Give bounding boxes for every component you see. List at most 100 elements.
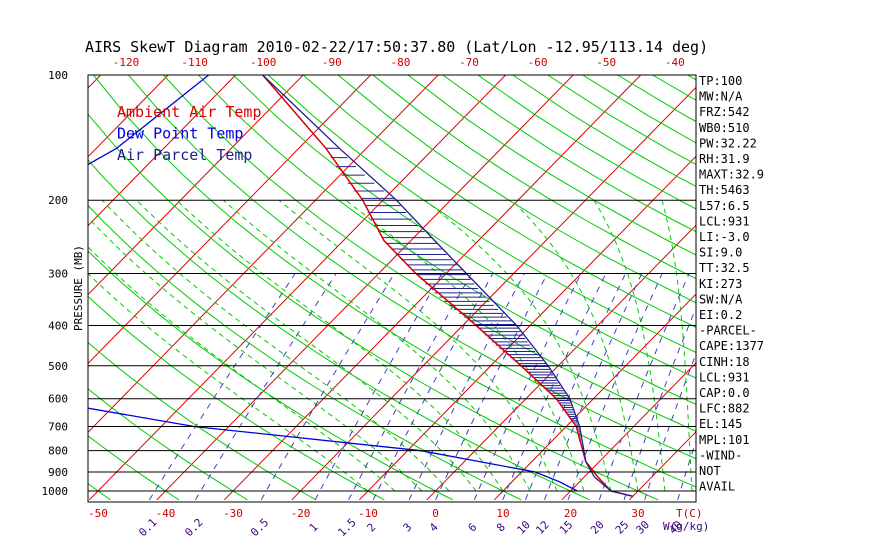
dry-adiabat-line bbox=[88, 435, 180, 501]
stat-item: NOT bbox=[699, 464, 721, 478]
stat-item: WB0:510 bbox=[699, 121, 750, 135]
isotherm-line bbox=[88, 75, 304, 296]
isotherm-line bbox=[494, 293, 696, 501]
mixing-ratio-line bbox=[598, 273, 690, 500]
isotherm-line bbox=[561, 362, 696, 501]
dry-adiabat-line bbox=[88, 204, 522, 501]
isotherm-line bbox=[88, 75, 102, 89]
mixing-ratio-line bbox=[543, 273, 643, 500]
stat-item: KI:273 bbox=[699, 277, 742, 291]
pressure-tick-label: 600 bbox=[48, 393, 68, 406]
stat-item: -PARCEL- bbox=[699, 324, 757, 338]
pressure-tick-label: 900 bbox=[48, 466, 68, 479]
legend: Ambient Air Temp Dew Point Temp Air Parcel… bbox=[117, 103, 262, 164]
stat-item: LI:-3.0 bbox=[699, 230, 750, 244]
mixing-ratio-tick: 1 bbox=[307, 521, 321, 535]
mixing-ratio-line bbox=[502, 273, 607, 500]
stat-item: CINH:18 bbox=[699, 355, 750, 369]
plot-frame bbox=[87, 74, 697, 503]
temp-tick-bottom: -20 bbox=[291, 507, 311, 520]
stat-item: MW:N/A bbox=[699, 90, 743, 104]
moist-adiabat-line bbox=[176, 199, 504, 492]
temp-tick-bottom: 0 bbox=[432, 507, 439, 520]
isotherm-line bbox=[426, 224, 696, 501]
dry-adiabat-line bbox=[792, 75, 870, 500]
isotherm-line bbox=[764, 66, 870, 500]
temp-tick-top: -70 bbox=[459, 56, 479, 69]
mixing-ratio-tick: 0.5 bbox=[248, 516, 271, 539]
stat-item: LFC:882 bbox=[699, 402, 750, 416]
mixing-ratio-tick: 20 bbox=[588, 518, 607, 537]
stat-item: CAPE:1377 bbox=[699, 339, 764, 353]
mixing-ratio-tick: 1.5 bbox=[335, 516, 358, 539]
isotherm-line bbox=[629, 431, 696, 501]
moist-adiabat-line bbox=[345, 199, 585, 492]
temp-tick-bottom: 30 bbox=[631, 507, 644, 520]
pressure-tick-label: 500 bbox=[48, 360, 68, 373]
stat-item: -WIND- bbox=[699, 448, 742, 462]
dry-adiabat-line bbox=[93, 75, 696, 488]
mixing-ratio-line bbox=[314, 273, 443, 501]
stat-item: PW:32.22 bbox=[699, 136, 757, 150]
mixing-ratio-tick: 25 bbox=[613, 518, 632, 537]
mixing-ratio-line bbox=[435, 273, 548, 501]
stat-item: EL:145 bbox=[699, 417, 742, 431]
temp-tick-bottom: -50 bbox=[88, 507, 108, 520]
temp-tick-top: -110 bbox=[181, 56, 208, 69]
mixing-ratio-line bbox=[148, 273, 296, 501]
dry-adiabat-line bbox=[652, 75, 696, 101]
mixing-ratio-line bbox=[644, 352, 696, 500]
mixing-ratio-line bbox=[567, 273, 663, 500]
mixing-ratio-label: W(g/kg) bbox=[663, 520, 709, 533]
stat-item: MPL:101 bbox=[699, 433, 750, 447]
dry-adiabat-line bbox=[337, 75, 696, 304]
mixing-ratio-tick: 0.2 bbox=[182, 516, 205, 539]
moist-adiabat-line bbox=[88, 216, 423, 492]
isotherm-line bbox=[156, 75, 574, 501]
moist-adiabat-line bbox=[88, 246, 396, 492]
isotherm-line bbox=[291, 86, 696, 501]
pressure-tick-label: 200 bbox=[48, 194, 68, 207]
temp-tick-bottom: -40 bbox=[156, 507, 176, 520]
legend-item: Air Parcel Temp bbox=[117, 146, 252, 164]
pressure-tick-label: 400 bbox=[48, 319, 68, 332]
dewpoint-line bbox=[88, 75, 578, 492]
mixing-ratio-line bbox=[623, 306, 696, 500]
stat-item: RH:31.9 bbox=[699, 152, 750, 166]
dry-adiabat-line bbox=[372, 75, 696, 280]
mixing-ratio-line bbox=[473, 273, 582, 501]
stat-item: LCL:931 bbox=[699, 370, 750, 384]
moist-adiabat-line bbox=[661, 200, 693, 492]
dry-adiabat-line bbox=[197, 75, 696, 405]
dry-adiabat-line bbox=[477, 75, 696, 210]
temp-tick-top: -120 bbox=[113, 56, 140, 69]
stat-item: TP:100 bbox=[699, 74, 742, 88]
dry-adiabat-line bbox=[88, 295, 385, 501]
stat-item: SW:N/A bbox=[699, 292, 743, 306]
pressure-tick-label: 100 bbox=[48, 69, 68, 82]
legend-item: Dew Point Temp bbox=[117, 125, 243, 143]
moist-adiabat-line bbox=[88, 272, 369, 492]
isotherm-line bbox=[224, 75, 642, 501]
isotherm-line bbox=[88, 75, 372, 365]
isotherm-line bbox=[88, 75, 169, 158]
temp-tick-top: -40 bbox=[665, 56, 685, 69]
y-axis-label: PRESSURE (MB) bbox=[72, 245, 85, 331]
dry-adiabat-line bbox=[827, 75, 870, 500]
temp-tick-top: -100 bbox=[250, 56, 277, 69]
dry-adiabat-line bbox=[757, 75, 870, 500]
temp-tick-top: -50 bbox=[596, 56, 616, 69]
pressure-tick-label: 700 bbox=[48, 421, 68, 434]
isotherm-line bbox=[89, 75, 507, 501]
stat-item: TH:5463 bbox=[699, 183, 750, 197]
isotherm-line bbox=[88, 75, 237, 227]
temp-tick-bottom: -10 bbox=[358, 507, 378, 520]
mixing-ratio-tick: 2 bbox=[365, 521, 379, 535]
dry-adiabat-line bbox=[0, 75, 42, 500]
dry-adiabat-line bbox=[302, 75, 696, 328]
dry-adiabat-line bbox=[88, 341, 317, 501]
temp-tick-bottom: 20 bbox=[564, 507, 577, 520]
stat-item: CAP:0.0 bbox=[699, 386, 750, 400]
stat-item: AVAIL bbox=[699, 480, 735, 494]
